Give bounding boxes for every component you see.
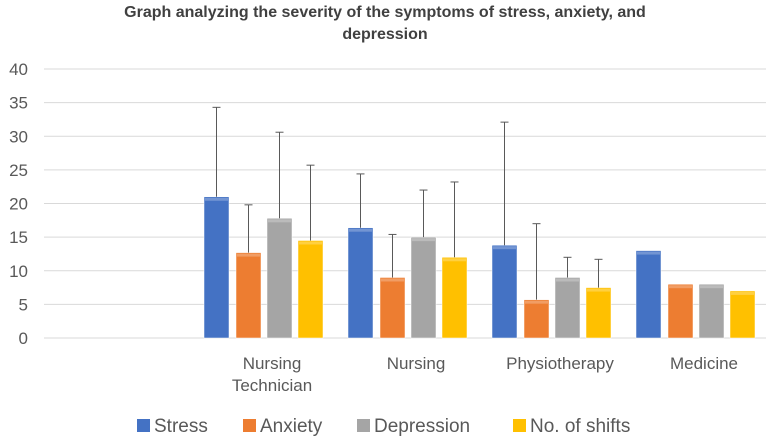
legend-swatch-no-of-shifts (513, 419, 526, 432)
legend: Stress Anxiety Depression No. of shifts (137, 416, 630, 437)
legend-label-no-of-shifts: No. of shifts (530, 416, 630, 437)
bar-highlight (443, 258, 466, 262)
bar-highlight (412, 238, 435, 242)
bar-no-of-shifts-nursing (441, 257, 468, 339)
category-label-medicine: Medicine (670, 354, 738, 373)
bar-stress-nursing-technician (203, 196, 230, 339)
bar-anxiety-medicine (667, 283, 694, 339)
y-tick-label-0: 0 (19, 329, 28, 348)
y-tick-label-10: 10 (9, 262, 28, 281)
chart-title-line-2: depression (342, 26, 428, 43)
bar-anxiety-nursing (379, 277, 406, 339)
category-label-nursing-technician-line-1: Nursing (243, 354, 302, 373)
y-axis-tick-labels: 0 5 10 15 20 25 30 35 40 (9, 60, 28, 348)
bar-highlight (493, 246, 516, 250)
bar-no-of-shifts-nursing-technician (297, 240, 324, 339)
bar-highlight (237, 253, 260, 257)
bars (203, 196, 756, 339)
category-label-nursing-technician-line-2: Technician (232, 376, 312, 395)
bar-anxiety-nursing-technician (235, 252, 262, 339)
x-axis-category-labels: Nursing Technician Nursing Physiotherapy Med… (232, 354, 738, 395)
y-tick-label-25: 25 (9, 161, 28, 180)
bar-highlight (381, 278, 404, 282)
legend-swatch-stress (137, 419, 150, 432)
bar-highlight (637, 251, 660, 255)
bar-highlight (700, 285, 723, 289)
bar-highlight (587, 288, 610, 292)
legend-label-depression: Depression (374, 416, 470, 437)
chart-title-line-1: Graph analyzing the severity of the symp… (124, 4, 646, 21)
bar-anxiety-physiotherapy (523, 299, 550, 339)
bar-depression-nursing (410, 236, 437, 339)
bar-no-of-shifts-physiotherapy (585, 287, 612, 339)
bar-highlight (556, 278, 579, 282)
bar-highlight (731, 291, 754, 295)
legend-label-anxiety: Anxiety (260, 416, 323, 437)
bar-no-of-shifts-medicine (729, 290, 756, 339)
bar-highlight (525, 300, 548, 304)
legend-label-stress: Stress (154, 416, 208, 437)
bar-highlight (205, 197, 228, 201)
chart-title: Graph analyzing the severity of the symp… (0, 0, 770, 46)
y-tick-label-5: 5 (19, 295, 28, 314)
error-bars (212, 106, 603, 300)
bar-depression-nursing-technician (266, 218, 293, 339)
bar-stress-medicine (635, 250, 662, 339)
bar-highlight (299, 241, 322, 245)
y-tick-label-30: 30 (9, 127, 28, 146)
category-label-nursing: Nursing (387, 354, 446, 373)
bar-stress-physiotherapy (491, 244, 518, 339)
y-tick-label-15: 15 (9, 228, 28, 247)
legend-swatch-depression (357, 419, 370, 432)
bar-highlight (349, 228, 372, 232)
bar-stress-nursing (347, 227, 374, 339)
y-tick-label-35: 35 (9, 94, 28, 113)
bar-highlight (669, 285, 692, 289)
bar-depression-physiotherapy (554, 277, 581, 339)
y-tick-label-20: 20 (9, 195, 28, 214)
y-tick-label-40: 40 (9, 60, 28, 79)
legend-swatch-anxiety (243, 419, 256, 432)
bar-depression-medicine (698, 283, 725, 339)
category-label-physiotherapy: Physiotherapy (506, 354, 614, 373)
bar-highlight (268, 219, 291, 223)
